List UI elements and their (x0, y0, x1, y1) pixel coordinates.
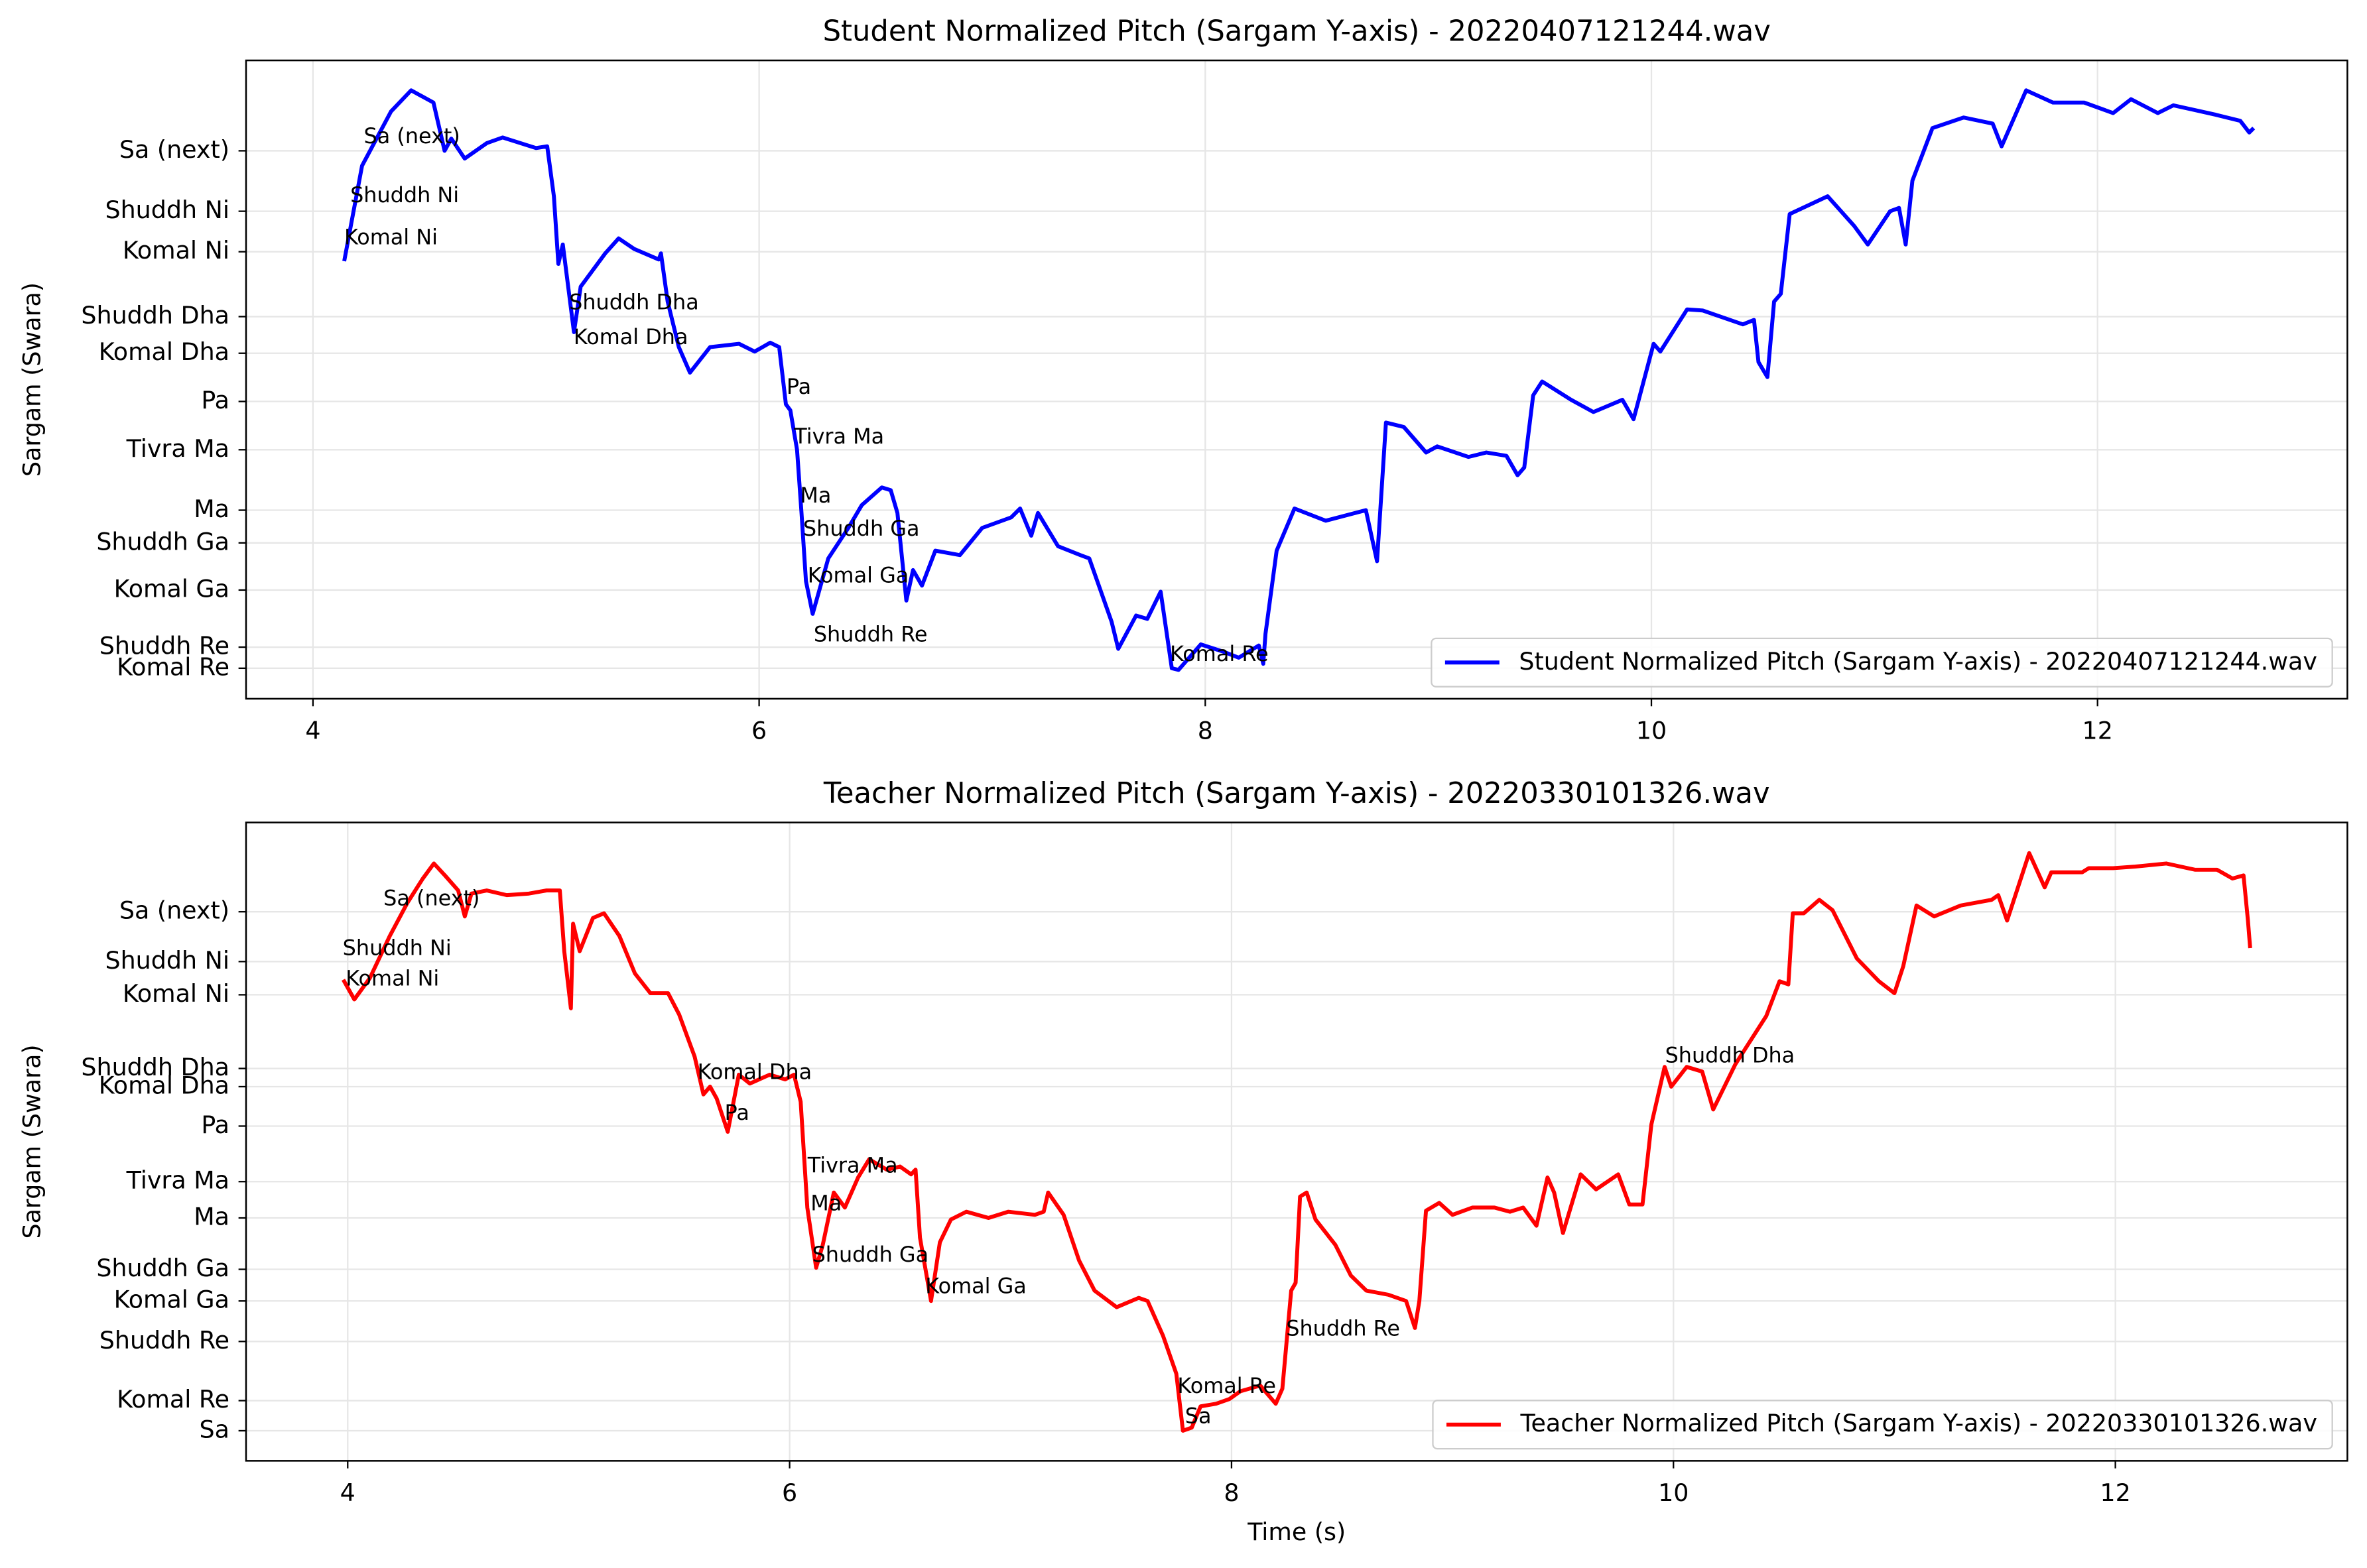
annotation: Sa (next) (364, 123, 460, 149)
legend: Student Normalized Pitch (Sargam Y-axis)… (1431, 637, 2333, 688)
annotation: Komal Dha (698, 1059, 812, 1084)
x-tick-label: 4 (305, 716, 320, 745)
annotation: Shuddh Ni (343, 935, 452, 961)
annotation: Shuddh Ga (803, 516, 920, 541)
annotation: Sa (1185, 1403, 1212, 1428)
y-tick-label: Komal Ga (114, 574, 229, 603)
data-line (342, 88, 2256, 672)
x-axis-label: Time (s) (1247, 1518, 1346, 1546)
chart-title: Teacher Normalized Pitch (Sargam Y-axis)… (823, 777, 1770, 810)
annotation: Shuddh Re (814, 621, 928, 646)
y-tick-label: Komal Re (117, 1385, 229, 1414)
y-tick-label: Shuddh Ni (105, 946, 229, 975)
x-tick-label: 10 (1636, 716, 1667, 745)
x-tick-label: 12 (2100, 1478, 2130, 1507)
y-tick-label: Pa (201, 386, 229, 414)
y-tick-label: Shuddh Re (99, 632, 229, 660)
annotation: Shuddh Dha (569, 290, 699, 315)
x-tick-label: 4 (340, 1478, 355, 1507)
axes-frame (245, 821, 2348, 1462)
annotation: Shuddh Dha (1665, 1042, 1795, 1067)
annotation: Komal Dha (574, 324, 688, 349)
annotation: Shuddh Re (1286, 1315, 1400, 1341)
x-tick-label: 6 (782, 1478, 797, 1507)
y-tick-label: Komal Dha (99, 1071, 229, 1099)
y-tick-label: Komal Ni (123, 236, 229, 265)
y-tick-label: Shuddh Ga (96, 527, 229, 556)
legend-box (1431, 637, 2333, 688)
y-axis-label: Sargam (Swara) (18, 282, 46, 477)
y-tick-label: Shuddh Ga (96, 1254, 229, 1282)
annotation: Komal Ni (344, 225, 438, 250)
y-tick-label: Sa (200, 1415, 229, 1443)
annotation: Komal Ga (808, 563, 909, 588)
y-tick-label: Komal Ni (123, 979, 229, 1008)
y-tick-label: Tivra Ma (126, 434, 229, 463)
annotation: Pa (787, 374, 811, 399)
y-tick-label: Komal Re (117, 652, 229, 681)
annotation: Komal Re (1177, 1373, 1276, 1398)
y-tick-label: Komal Dha (99, 337, 229, 366)
y-tick-label: Komal Ga (114, 1286, 229, 1314)
y-tick-label: Ma (194, 495, 229, 523)
annotation: Pa (725, 1100, 749, 1125)
axes-frame (245, 59, 2348, 700)
x-tick-label: 10 (1658, 1478, 1689, 1507)
annotation: Ma (800, 483, 831, 508)
annotation: Tivra Ma (793, 424, 884, 449)
annotation: Komal Re (1170, 641, 1269, 666)
y-tick-label: Sa (next) (119, 896, 229, 925)
x-tick-label: 8 (1198, 716, 1213, 745)
annotation: Ma (810, 1190, 842, 1215)
annotation: Komal Ni (346, 965, 439, 991)
y-axis-label: Sargam (Swara) (18, 1044, 46, 1238)
y-tick-label: Shuddh Ni (105, 196, 229, 224)
y-tick-label: Pa (201, 1111, 229, 1139)
y-tick-label: Tivra Ma (126, 1166, 229, 1195)
data-line (342, 851, 2252, 1433)
y-tick-label: Sa (next) (119, 135, 229, 164)
x-tick-label: 12 (2082, 716, 2113, 745)
x-tick-label: 6 (751, 716, 767, 745)
legend-label: Student Normalized Pitch (Sargam Y-axis)… (1519, 647, 2317, 676)
legend-label: Teacher Normalized Pitch (Sargam Y-axis)… (1519, 1409, 2317, 1437)
annotation: Komal Ga (925, 1274, 1027, 1299)
annotation: Sa (next) (383, 886, 480, 911)
y-tick-label: Shuddh Re (99, 1326, 229, 1355)
y-tick-label: Shuddh Dha (81, 1053, 229, 1081)
legend-box (1432, 1400, 2333, 1450)
annotation: Tivra Ma (807, 1153, 898, 1178)
legend: Teacher Normalized Pitch (Sargam Y-axis)… (1432, 1400, 2333, 1450)
annotation: Shuddh Ga (812, 1242, 929, 1267)
chart-title: Student Normalized Pitch (Sargam Y-axis)… (823, 15, 1771, 48)
x-tick-label: 8 (1224, 1478, 1239, 1507)
y-tick-label: Shuddh Dha (81, 301, 229, 330)
annotation: Shuddh Ni (350, 182, 459, 208)
y-tick-label: Ma (194, 1203, 229, 1231)
